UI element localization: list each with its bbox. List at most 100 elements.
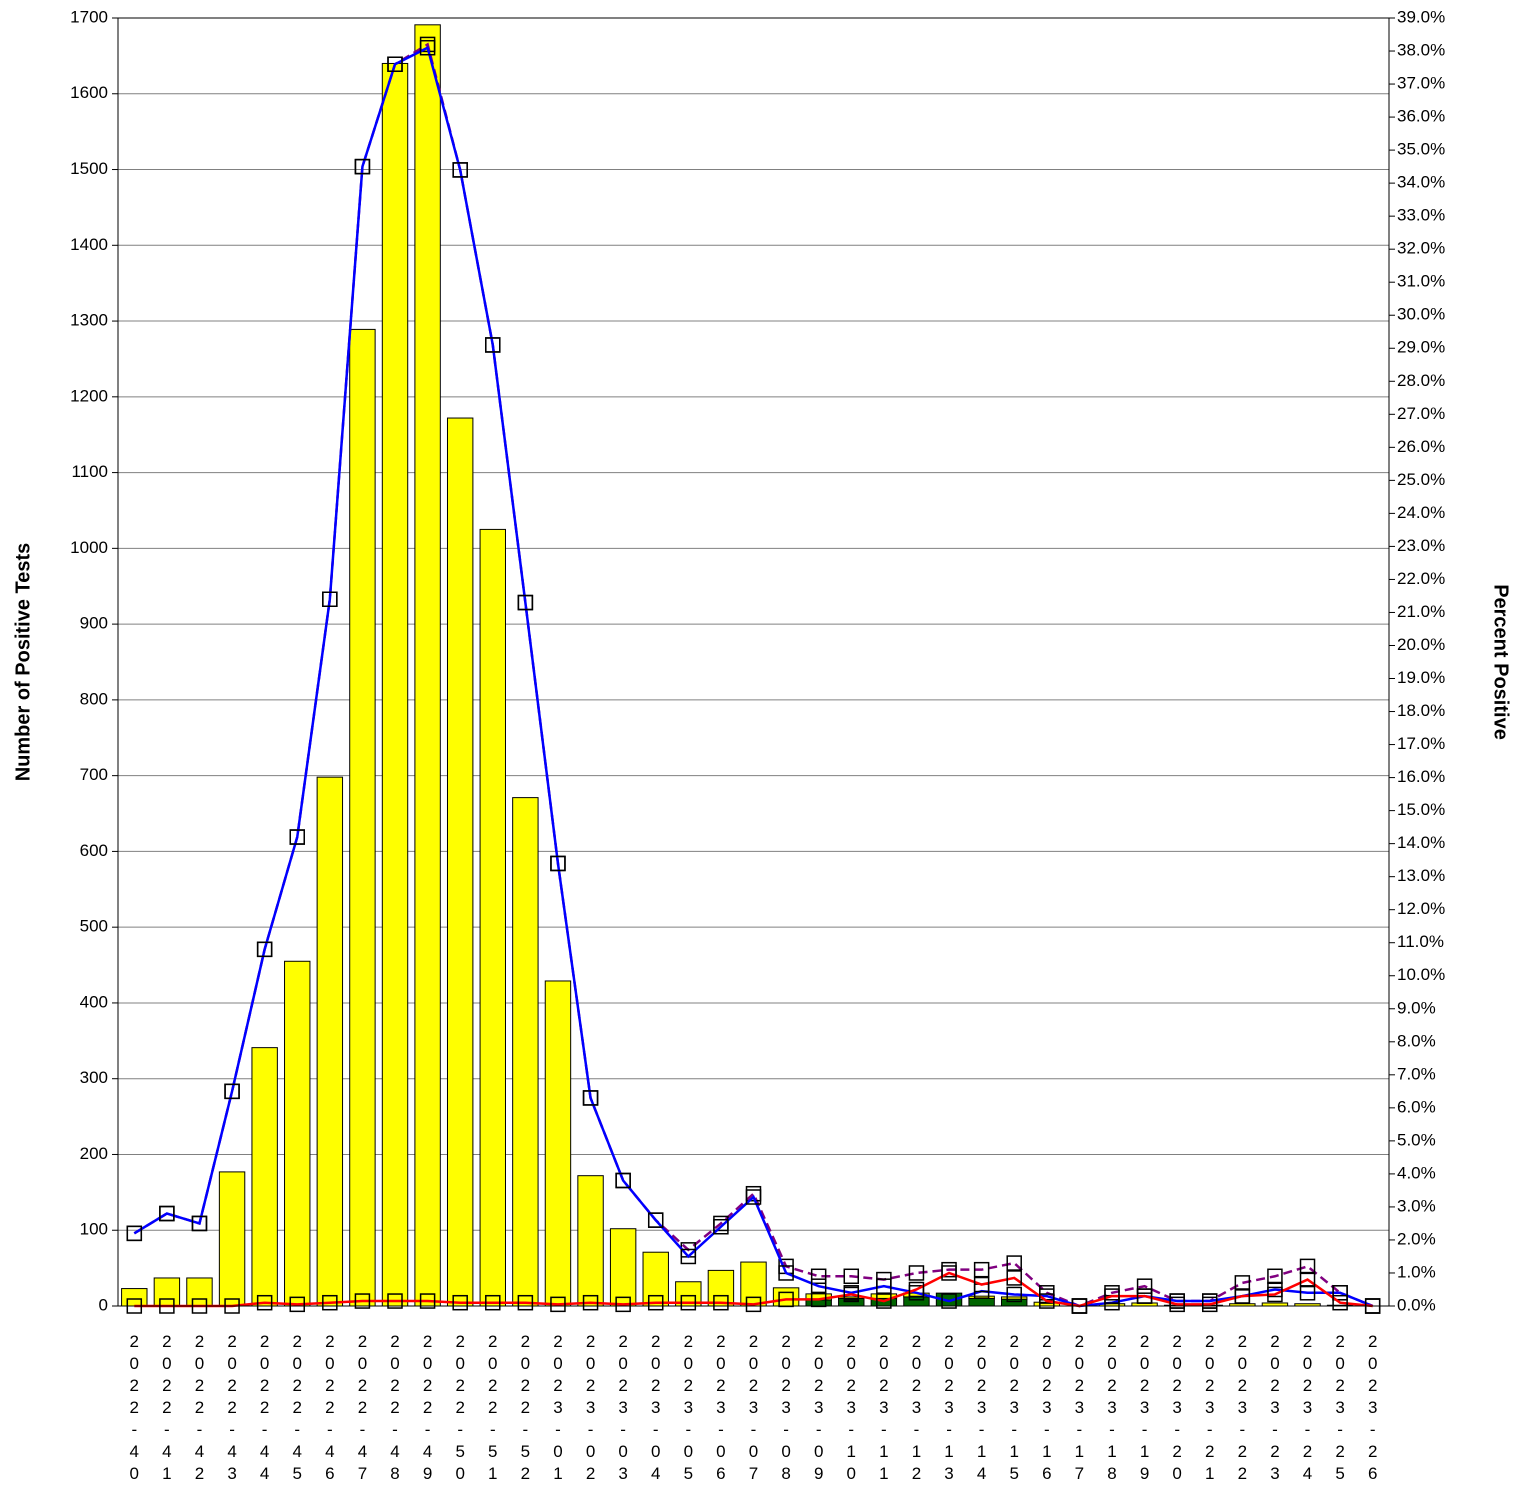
- marker: [908, 1265, 925, 1281]
- x-tick-label: 2023-12: [907, 1332, 926, 1486]
- x-tick-label: 2023-16: [1037, 1332, 1056, 1486]
- y2-tick-label: 26.0%: [1397, 437, 1445, 456]
- x-tick-label: 2023-23: [1265, 1332, 1284, 1486]
- marker: [680, 1248, 697, 1265]
- y2-tick-label: 18.0%: [1397, 701, 1445, 720]
- marker: [452, 162, 468, 178]
- x-tick-label: 2023-08: [777, 1332, 796, 1486]
- marker: [1299, 1258, 1316, 1275]
- x-tick-label: 2022-51: [483, 1332, 502, 1486]
- x-tick-label: 2023-19: [1135, 1332, 1154, 1486]
- y2-tick-label: 28.0%: [1397, 371, 1445, 390]
- y-tick-label: 1200: [70, 386, 108, 405]
- marker: [713, 1218, 729, 1235]
- marker: [1267, 1286, 1283, 1303]
- y-tick-label: 800: [80, 689, 108, 708]
- y-tick-label: 1500: [70, 159, 108, 178]
- marker: [1169, 1296, 1185, 1313]
- y2-tick-label: 23.0%: [1397, 536, 1445, 555]
- marker: [973, 1276, 990, 1293]
- marker: [908, 1281, 925, 1298]
- bar: [1001, 1296, 1028, 1300]
- bar: [251, 1047, 278, 1307]
- marker: [387, 56, 403, 72]
- y-tick-label: 1100: [71, 462, 108, 481]
- bar: [479, 528, 506, 1307]
- x-tick-label: 2023-13: [940, 1332, 959, 1486]
- y2-tick-label: 33.0%: [1397, 206, 1445, 225]
- x-tick-label: 2022-44: [255, 1332, 274, 1486]
- x-tick-label: 2022-49: [418, 1332, 437, 1486]
- marker: [289, 1296, 305, 1313]
- marker: [713, 1294, 729, 1311]
- y2-tick-label: 17.0%: [1397, 734, 1445, 753]
- marker: [615, 1296, 631, 1313]
- y2-tick-label: 19.0%: [1397, 668, 1445, 687]
- marker: [517, 1294, 534, 1311]
- x-tick-label: 2023-17: [1070, 1332, 1089, 1486]
- plot-frame: [117, 17, 1390, 1307]
- bar: [642, 1251, 669, 1307]
- marker: [419, 39, 436, 56]
- y2-tick-label: 0.0%: [1397, 1295, 1436, 1314]
- marker: [1267, 1268, 1283, 1285]
- x-tick-label: 2023-14: [972, 1332, 991, 1486]
- marker: [191, 1215, 208, 1232]
- line: [133, 45, 1374, 1308]
- y2-tick-label: 38.0%: [1397, 41, 1445, 60]
- y2-tick-label: 6.0%: [1397, 1097, 1436, 1116]
- marker: [615, 1172, 631, 1189]
- marker: [1332, 1285, 1348, 1301]
- y2-tick-label: 34.0%: [1397, 173, 1445, 192]
- x-tick-label: 2022-48: [386, 1332, 405, 1486]
- line: [134, 1271, 1373, 1308]
- bar: [772, 1287, 800, 1307]
- y-tick-label: 600: [80, 841, 108, 860]
- y2-tick-label: 16.0%: [1397, 767, 1445, 786]
- x-tick-label: 2023-09: [809, 1332, 828, 1486]
- y2-tick-label: 2.0%: [1397, 1229, 1436, 1248]
- bar: [609, 1228, 637, 1307]
- bar: [544, 980, 572, 1307]
- x-tick-label: 2022-50: [451, 1332, 470, 1486]
- marker: [843, 1286, 860, 1303]
- y-tick-label: 1700: [70, 7, 108, 26]
- bar: [903, 1296, 930, 1307]
- marker: [843, 1268, 860, 1285]
- y2-tick-label: 14.0%: [1397, 833, 1445, 852]
- bar: [414, 24, 441, 1307]
- bar: [381, 62, 409, 1307]
- bar: [805, 1299, 832, 1307]
- marker: [876, 1278, 892, 1294]
- y2-tick-label: 31.0%: [1397, 272, 1445, 291]
- bar: [349, 328, 376, 1307]
- bar: [284, 960, 311, 1307]
- y2-tick-label: 8.0%: [1397, 1031, 1436, 1050]
- y2-tick-label: 3.0%: [1397, 1196, 1436, 1215]
- marker: [354, 158, 371, 175]
- x-tick-label: 2023-06: [711, 1332, 730, 1486]
- x-tick-label: 2022-40: [125, 1332, 144, 1486]
- x-tick-label: 2023-24: [1298, 1332, 1317, 1486]
- x-tick-label: 2022-43: [223, 1332, 242, 1486]
- x-tick-label: 2023-25: [1331, 1332, 1350, 1486]
- x-tick-label: 2023-15: [1005, 1332, 1024, 1486]
- x-tick-label: 2022-46: [320, 1332, 339, 1486]
- y-tick-label: 1000: [70, 538, 108, 557]
- bar: [1001, 1298, 1028, 1307]
- y2-tick-label: 29.0%: [1397, 338, 1445, 357]
- x-tick-label: 2023-21: [1200, 1332, 1219, 1486]
- bar: [153, 1277, 181, 1307]
- marker: [582, 1090, 599, 1106]
- marker: [582, 1294, 599, 1311]
- bar: [577, 1175, 604, 1307]
- y-tick-label: 1600: [70, 83, 108, 102]
- y-tick-label: 400: [80, 992, 108, 1011]
- y2-tick-label: 20.0%: [1397, 635, 1445, 654]
- marker: [1202, 1296, 1218, 1313]
- x-tick-label: 2023-01: [548, 1332, 567, 1486]
- bar: [740, 1261, 767, 1307]
- marker: [941, 1265, 957, 1281]
- x-tick-label: 2023-18: [1102, 1332, 1121, 1486]
- marker: [485, 1294, 501, 1311]
